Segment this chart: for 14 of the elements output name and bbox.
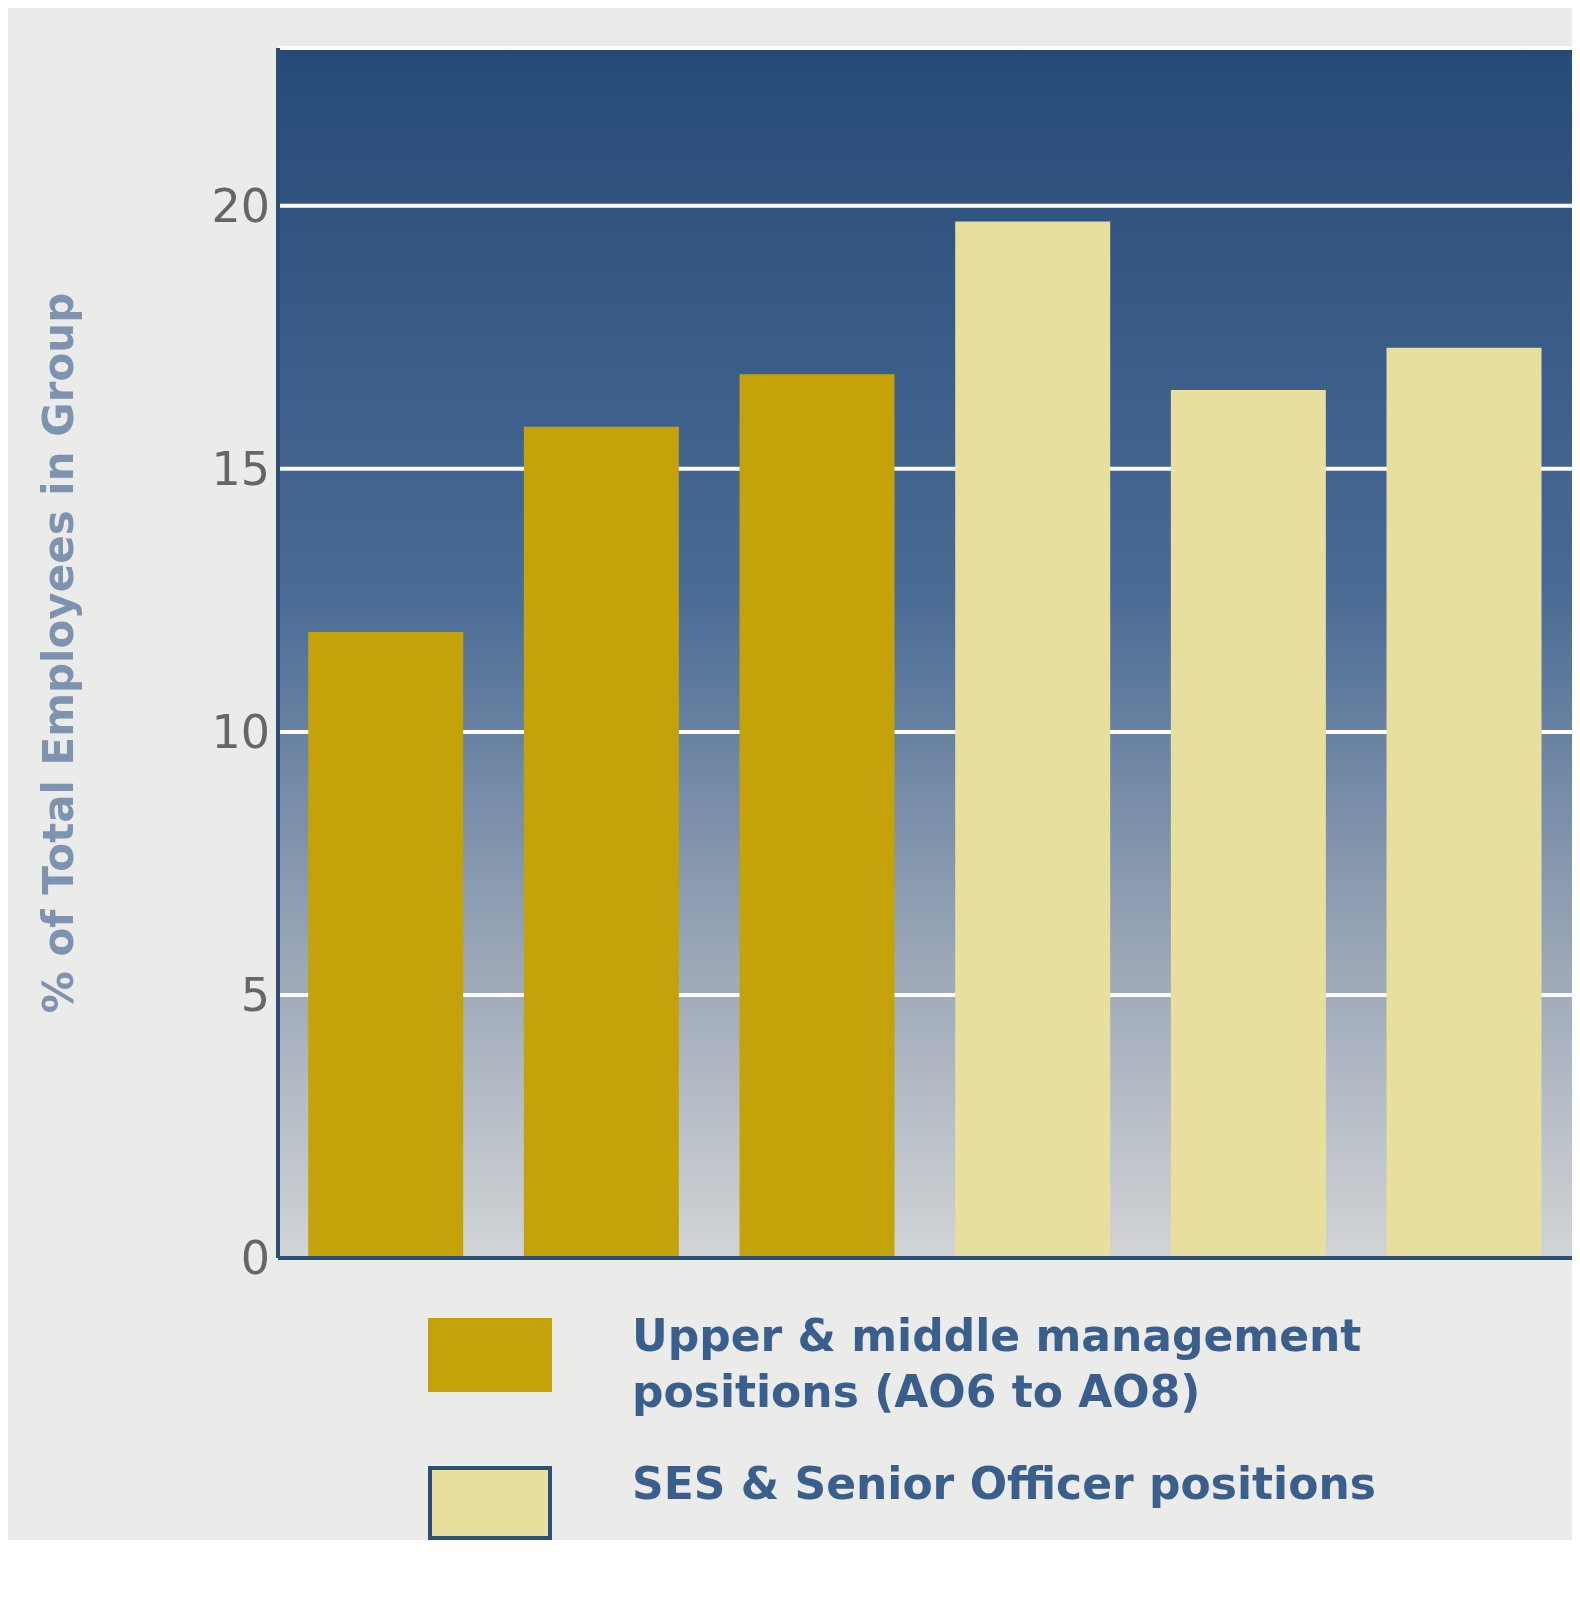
y-tick-label: 10 xyxy=(211,705,270,760)
bar xyxy=(523,426,679,1258)
bar xyxy=(308,631,464,1258)
bar xyxy=(1170,389,1326,1258)
y-tick-label: 15 xyxy=(211,442,270,497)
bar xyxy=(739,374,895,1258)
y-tick-label: 0 xyxy=(240,1231,270,1286)
y-tick-label: 5 xyxy=(240,968,270,1023)
legend-label: Upper & middle management positions (AO6 to AO8) xyxy=(632,1309,1363,1419)
bar xyxy=(1386,347,1542,1258)
bar xyxy=(955,221,1111,1258)
legend-label: SES & Senior Officer positions xyxy=(632,1457,1377,1511)
y-tick-label: 20 xyxy=(211,179,270,234)
y-axis-title: % of Total Employees in Group xyxy=(33,292,83,1014)
